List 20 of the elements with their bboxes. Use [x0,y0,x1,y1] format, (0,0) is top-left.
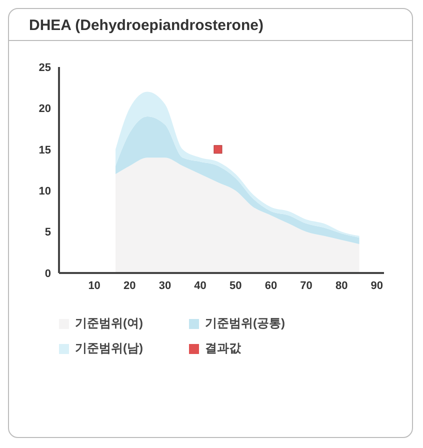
y-tick-label: 0 [44,268,51,280]
x-tick-label: 10 [88,280,100,292]
legend-label: 기준범위(공통) [205,315,285,332]
legend-label: 결과값 [205,340,241,357]
legend-label: 기준범위(남) [75,340,143,357]
y-tick-label: 15 [38,144,51,156]
x-tick-label: 90 [370,280,384,292]
y-tick-label: 5 [44,226,51,239]
x-tick-label: 80 [335,280,348,292]
y-tick-label: 20 [38,103,51,116]
y-tick-label: 25 [38,62,51,74]
legend-label: 기준범위(여) [75,315,143,332]
x-tick-label: 30 [158,280,172,292]
y-tick-label: 10 [38,186,51,198]
x-tick-label: 20 [124,280,136,292]
x-tick-label: 50 [230,280,242,292]
chart-title: DHEA (Dehydroepiandrosterone) [9,9,412,41]
x-tick-label: 70 [300,280,312,292]
x-tick-label: 40 [194,280,206,292]
x-tick-label: 60 [264,280,278,292]
